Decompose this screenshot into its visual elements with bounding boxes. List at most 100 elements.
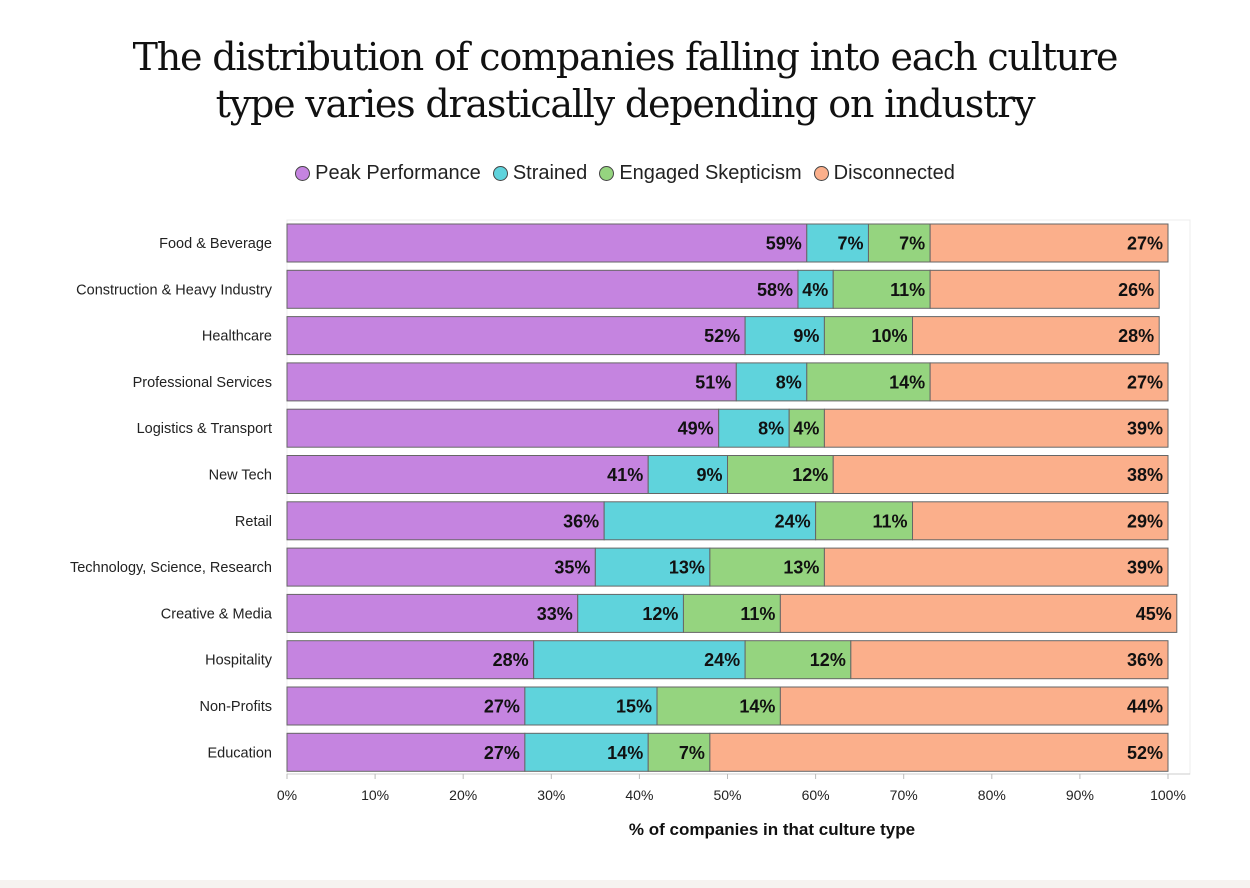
legend-item-disconnected: Disconnected — [813, 162, 955, 185]
legend-label-engaged-skepticism: Engaged Skepticism — [619, 162, 802, 184]
category-label-technology-science-research: Technology, Science, Research — [70, 560, 272, 576]
data-label-engaged-skepticism-food-beverage: 7% — [899, 234, 925, 254]
x-tick-label-4: 40% — [625, 787, 653, 803]
data-label-engaged-skepticism-hospitality: 12% — [810, 650, 846, 670]
bar-segment-disconnected-professional-services — [929, 362, 1169, 402]
data-label-strained-healthcare: 9% — [793, 326, 819, 346]
category-label-hospitality: Hospitality — [205, 653, 273, 669]
x-tick-label-10: 100% — [1150, 787, 1186, 803]
x-tick-label-1: 10% — [361, 787, 389, 803]
data-label-strained-food-beverage: 7% — [837, 234, 863, 254]
bar-segment-strained-non-profits — [524, 686, 658, 726]
legend-label-disconnected: Disconnected — [833, 162, 955, 184]
legend-swatch-disconnected — [813, 166, 829, 181]
bar-segment-engaged-skepticism-non-profits — [656, 686, 781, 726]
data-label-engaged-skepticism-retail: 11% — [872, 511, 907, 531]
category-label-creative-media: Creative & Media — [161, 606, 273, 622]
data-label-disconnected-technology-science-research: 39% — [1127, 558, 1163, 578]
bar-segment-peak-performance-healthcare — [286, 316, 746, 356]
data-label-peak-performance-non-profits: 27% — [484, 697, 520, 717]
data-label-disconnected-education: 52% — [1127, 743, 1163, 763]
bar-segment-disconnected-hospitality — [850, 640, 1169, 680]
bar-segment-disconnected-logistics-transport — [823, 408, 1169, 448]
data-label-peak-performance-healthcare: 52% — [704, 326, 740, 346]
data-label-peak-performance-technology-science-research: 35% — [554, 558, 590, 578]
category-label-healthcare: Healthcare — [202, 329, 272, 345]
bar-segment-engaged-skepticism-creative-media — [682, 593, 781, 633]
x-tick-label-9: 90% — [1066, 787, 1094, 803]
bar-segment-engaged-skepticism-healthcare — [823, 316, 914, 356]
x-tick-label-7: 70% — [890, 787, 918, 803]
bar-segment-engaged-skepticism-logistics-transport — [788, 408, 825, 448]
data-label-peak-performance-hospitality: 28% — [493, 650, 529, 670]
data-label-strained-professional-services: 8% — [776, 372, 802, 392]
bar-segment-peak-performance-technology-science-research — [286, 547, 596, 587]
bar-segment-disconnected-technology-science-research — [823, 547, 1169, 587]
data-label-disconnected-food-beverage: 27% — [1127, 234, 1163, 254]
bar-segment-peak-performance-creative-media — [286, 593, 579, 633]
data-label-strained-construction-heavy-industry: 4% — [802, 280, 828, 300]
data-label-engaged-skepticism-construction-heavy-industry: 11% — [890, 280, 925, 300]
data-label-engaged-skepticism-technology-science-research: 13% — [783, 558, 819, 578]
bar-segment-disconnected-non-profits — [779, 686, 1169, 726]
bar-segment-disconnected-new-tech — [832, 455, 1169, 494]
category-label-non-profits: Non-Profits — [199, 699, 272, 715]
data-label-disconnected-retail: 29% — [1127, 511, 1163, 531]
data-label-peak-performance-new-tech: 41% — [607, 465, 643, 485]
bar-segment-strained-education — [524, 732, 649, 772]
category-label-food-beverage: Food & Beverage — [159, 236, 272, 252]
category-label-new-tech: New Tech — [209, 468, 272, 484]
data-label-engaged-skepticism-new-tech: 12% — [792, 465, 828, 485]
bar-segment-strained-creative-media — [577, 593, 684, 633]
bar-segment-disconnected-construction-heavy-industry — [929, 269, 1160, 309]
legend-swatch-engaged-skepticism — [599, 166, 615, 181]
data-label-disconnected-logistics-transport: 39% — [1127, 419, 1163, 439]
bar-segment-strained-hospitality — [533, 640, 746, 680]
bar-segment-disconnected-food-beverage — [929, 223, 1169, 263]
legend-label-strained: Strained — [512, 162, 588, 184]
bar-segment-peak-performance-new-tech — [286, 455, 649, 494]
data-label-strained-technology-science-research: 13% — [669, 558, 705, 578]
data-label-peak-performance-retail: 36% — [563, 511, 599, 531]
data-label-engaged-skepticism-creative-media: 11% — [740, 604, 775, 624]
data-label-disconnected-non-profits: 44% — [1127, 697, 1163, 717]
bar-segment-strained-new-tech — [647, 455, 729, 494]
data-label-engaged-skepticism-healthcare: 10% — [871, 326, 907, 346]
legend-item-strained: Strained — [492, 162, 588, 185]
data-label-engaged-skepticism-professional-services: 14% — [889, 372, 925, 392]
bar-segment-strained-retail — [603, 501, 817, 541]
x-axis-title: % of companies in that culture type — [629, 820, 915, 839]
bar-segment-engaged-skepticism-food-beverage — [867, 223, 931, 263]
data-label-peak-performance-education: 27% — [484, 743, 520, 763]
category-label-logistics-transport: Logistics & Transport — [137, 421, 272, 437]
bar-segment-engaged-skepticism-education — [647, 732, 711, 772]
data-label-engaged-skepticism-education: 7% — [679, 743, 705, 763]
data-label-strained-hospitality: 24% — [704, 650, 740, 670]
legend-item-peak-performance: Peak Performance — [295, 162, 481, 185]
data-label-strained-creative-media: 12% — [642, 604, 678, 624]
data-label-engaged-skepticism-logistics-transport: 4% — [793, 419, 819, 439]
chart-legend: Peak Performance Strained Engaged Skepti… — [0, 162, 1250, 185]
chart-title: The distribution of companies falling in… — [0, 34, 1250, 128]
bar-segment-strained-construction-heavy-industry — [797, 269, 834, 309]
x-tick-label-8: 80% — [978, 787, 1006, 803]
bar-segment-peak-performance-retail — [286, 501, 605, 541]
data-label-disconnected-construction-heavy-industry: 26% — [1118, 280, 1154, 300]
data-label-strained-education: 14% — [607, 743, 643, 763]
bar-segment-strained-logistics-transport — [718, 408, 790, 448]
x-tick-label-2: 20% — [449, 787, 477, 803]
x-tick-label-6: 60% — [802, 787, 830, 803]
legend-label-peak-performance: Peak Performance — [315, 162, 481, 184]
data-label-disconnected-hospitality: 36% — [1127, 650, 1163, 670]
data-label-peak-performance-logistics-transport: 49% — [678, 419, 714, 439]
legend-swatch-peak-performance — [295, 166, 311, 181]
category-label-professional-services: Professional Services — [133, 375, 272, 391]
bar-segment-strained-healthcare — [744, 316, 825, 356]
category-label-construction-heavy-industry: Construction & Heavy Industry — [76, 282, 273, 298]
bar-segment-strained-professional-services — [735, 362, 808, 402]
chart-title-line-1: The distribution of companies falling in… — [132, 35, 1119, 79]
data-label-strained-retail: 24% — [775, 511, 811, 531]
bar-segment-disconnected-creative-media — [779, 593, 1178, 633]
